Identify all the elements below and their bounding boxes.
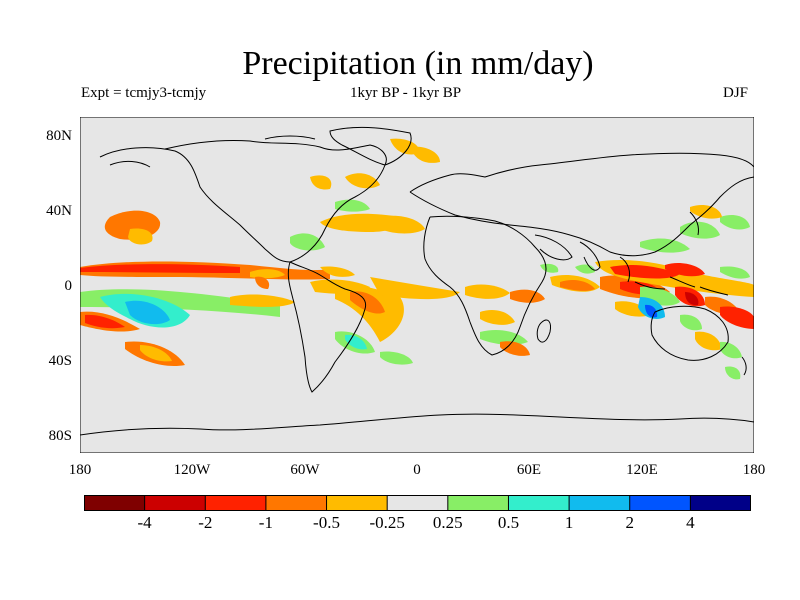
colorbar-label: 1 <box>564 513 574 532</box>
lon-label-120w: 120W <box>173 462 211 478</box>
colorbar-swatch <box>326 495 388 511</box>
lon-label-60e: 60E <box>516 462 542 478</box>
colorbar-label: 2 <box>625 513 634 532</box>
lon-label-120e: 120E <box>626 462 658 478</box>
colorbar-label: -0.5 <box>313 513 340 532</box>
colorbar-swatch <box>690 495 751 511</box>
colorbar-swatch <box>84 495 146 511</box>
colorbar-swatch <box>265 495 328 511</box>
colorbar-label: 4 <box>686 513 695 532</box>
colorbar-swatch <box>508 495 570 511</box>
colorbar-label: -0.25 <box>369 513 405 532</box>
colorbar-swatch <box>205 495 267 511</box>
colorbar-swatch <box>569 495 631 511</box>
lon-label-0: 0 <box>413 462 421 478</box>
colorbar-label: -1 <box>258 513 273 532</box>
lon-label-180e: 180 <box>742 462 766 478</box>
colorbar-label: 0.25 <box>432 513 463 532</box>
colorbar-label: -4 <box>137 513 152 532</box>
period-label: 1kyr BP - 1kyr BP <box>350 85 462 101</box>
colorbar-frame <box>84 495 751 511</box>
colorbar <box>84 495 751 511</box>
colorbar-swatch <box>144 495 206 511</box>
lat-label-40n: 40N <box>46 203 72 219</box>
season-label: DJF <box>723 85 749 101</box>
colorbar-swatch <box>447 495 509 511</box>
colorbar-swatch <box>387 495 449 511</box>
anomaly-layer <box>80 138 754 380</box>
lat-label-80s: 80S <box>48 428 72 444</box>
experiment-label: Expt = tcmjy3-tcmjy <box>81 85 207 101</box>
lat-label-40s: 40S <box>48 353 72 369</box>
lat-label-80n: 80N <box>46 128 72 144</box>
coastlines <box>80 126 754 436</box>
colorbar-label: -2 <box>198 513 213 532</box>
chart-title: Precipitation (in mm/day) <box>242 45 594 82</box>
lon-label-60w: 60W <box>290 462 320 478</box>
precipitation-map <box>80 117 754 453</box>
colorbar-swatch <box>629 495 691 511</box>
colorbar-label: 0.5 <box>497 513 520 532</box>
lon-label-180w: 180 <box>68 462 92 478</box>
lat-label-0: 0 <box>64 278 73 294</box>
